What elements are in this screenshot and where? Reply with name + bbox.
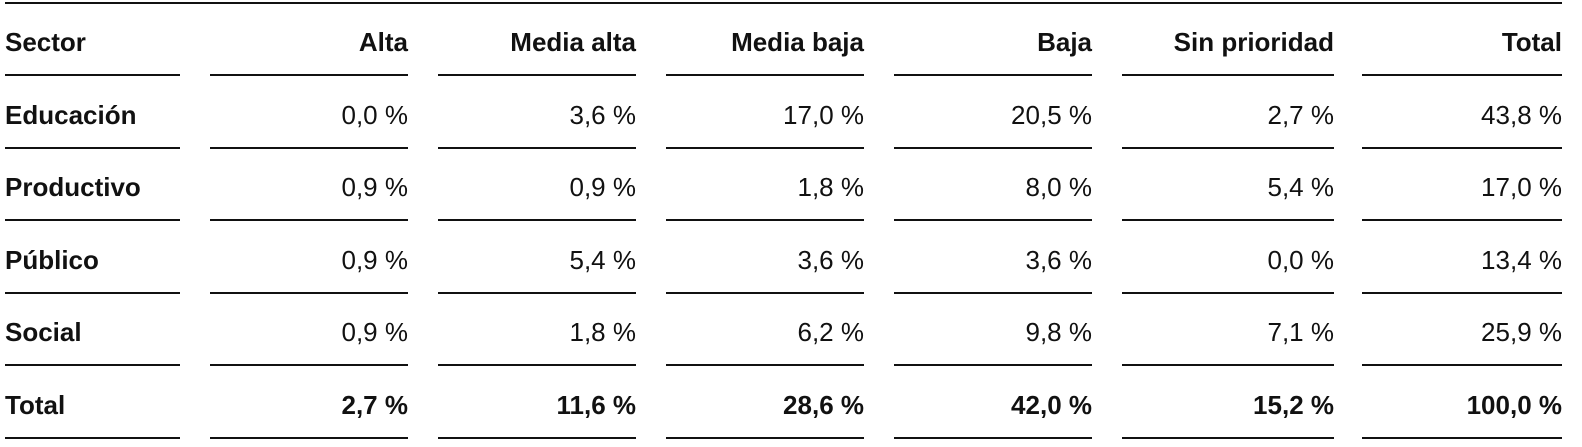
row-rule [894,74,1092,76]
row-label: Total [5,390,66,420]
row-rule [666,364,864,366]
body-cell: 3,6 % [797,244,865,275]
row-rule [1122,147,1334,149]
row-rule [438,364,636,366]
body-cell: 17,0 % [783,99,864,130]
row-rule [894,292,1092,294]
body-cell: 0,9 % [569,172,637,203]
row-rule [5,437,180,439]
row-rule [666,292,864,294]
body-cell: 0,0 % [341,99,409,130]
body-cell: 43,8 % [1481,99,1562,130]
row-rule [5,147,180,149]
row-rule [438,74,636,76]
header-cell: Total [1501,27,1562,57]
body-cell: 6,2 % [797,317,865,348]
body-cell: 28,6 % [783,390,864,420]
header-cell: Media alta [510,27,636,57]
row-rule [438,437,636,439]
row-rule [894,437,1092,439]
row-rule [666,219,864,221]
body-cell: 7,1 % [1267,317,1335,348]
row-rule [666,437,864,439]
row-rule [210,219,408,221]
body-cell: 13,4 % [1481,244,1562,275]
body-cell: 25,9 % [1481,317,1562,348]
row-rule [210,292,408,294]
body-cell: 1,8 % [569,317,637,348]
row-rule [5,292,180,294]
top-rule [5,2,1562,4]
body-cell: 3,6 % [1025,244,1093,275]
header-cell: Baja [1037,27,1092,57]
body-cell: 9,8 % [1025,317,1093,348]
body-cell: 2,7 % [1267,99,1335,130]
row-rule [1362,364,1562,366]
row-rule [210,364,408,366]
row-rule [894,219,1092,221]
header-cell: Sin prioridad [1173,27,1334,57]
row-rule [1122,219,1334,221]
row-rule [1362,147,1562,149]
body-cell: 0,9 % [341,317,409,348]
body-cell: 1,8 % [797,172,865,203]
body-cell: 100,0 % [1466,390,1562,420]
row-rule [1362,292,1562,294]
row-rule [894,364,1092,366]
row-rule [5,219,180,221]
row-label: Productivo [5,172,141,203]
header-cell: Alta [358,27,408,57]
body-cell: 11,6 % [556,390,636,420]
row-rule [210,74,408,76]
row-rule [1122,364,1334,366]
body-cell: 42,0 % [1011,390,1092,420]
row-label: Educación [5,99,137,130]
row-rule [1362,219,1562,221]
body-cell: 2,7 % [341,390,409,420]
row-rule [210,437,408,439]
row-rule [5,364,180,366]
row-label: Sector [5,27,86,57]
row-rule [1122,437,1334,439]
row-rule [1362,74,1562,76]
row-rule [438,219,636,221]
body-cell: 17,0 % [1481,172,1562,203]
row-rule [1122,74,1334,76]
row-rule [438,292,636,294]
header-cell: Media baja [731,27,864,57]
row-rule [1362,437,1562,439]
body-cell: 0,0 % [1267,244,1335,275]
body-cell: 5,4 % [1267,172,1335,203]
row-rule [666,147,864,149]
row-label: Público [5,244,99,275]
body-cell: 0,9 % [341,172,409,203]
body-cell: 20,5 % [1011,99,1092,130]
row-rule [438,147,636,149]
body-cell: 3,6 % [569,99,637,130]
row-label: Social [5,317,82,348]
row-rule [666,74,864,76]
body-cell: 8,0 % [1025,172,1093,203]
row-rule [5,74,180,76]
body-cell: 0,9 % [341,244,409,275]
row-rule [894,147,1092,149]
body-cell: 15,2 % [1253,390,1334,420]
row-rule [1122,292,1334,294]
body-cell: 5,4 % [569,244,637,275]
row-rule [210,147,408,149]
